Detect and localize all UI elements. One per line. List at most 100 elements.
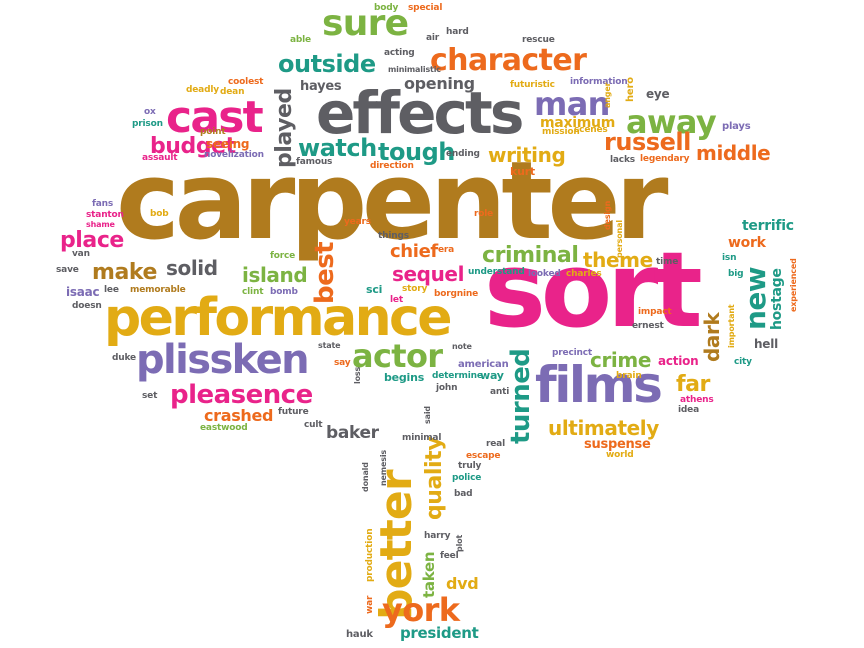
word-solid: solid [166,258,218,278]
word-isaac: isaac [66,286,99,298]
word-pleasence: pleasence [170,382,313,408]
word-important: important [728,304,736,348]
word-clint: clint [242,288,263,297]
word-real: real [486,440,505,449]
word-futuristic: futuristic [510,81,555,90]
word-john: john [436,384,457,393]
word-begins: begins [384,372,424,383]
word-shame: shame [86,221,115,229]
word-outside: outside [278,52,376,76]
word-athens: athens [680,396,714,405]
word-anti: anti [490,388,509,397]
word-world: world [606,451,634,460]
word-hayes: hayes [300,80,341,93]
word-chief: chief [390,243,438,261]
word-looked: looked [528,270,561,279]
word-hell: hell [754,338,778,350]
word-design: design [604,201,612,230]
word-body: body [374,4,398,13]
word-assault: assault [142,154,177,163]
word-lee: lee [104,286,119,295]
word-police: police [452,474,481,483]
word-way: way [480,370,504,381]
word-scenes: scenes [574,126,608,135]
word-character: character [430,46,586,76]
word-precinct: precinct [552,349,592,358]
word-ox: ox [144,108,156,117]
word-set: set [142,392,157,401]
word-middle: middle [696,143,770,163]
word-russell: russell [604,130,691,154]
word-plot: plot [456,535,464,552]
word-dvd: dvd [446,576,478,592]
word-nemesis: nemesis [380,450,388,486]
word-borgnine: borgnine [434,290,478,299]
word-action: action [658,355,698,367]
word-brain: brain [616,372,642,381]
word-eye: eye [646,88,669,100]
word-actor: actor [352,340,442,372]
word-seeing: seeing [206,138,249,150]
word-new: new [742,267,770,330]
word-bad: bad [454,490,472,499]
word-deadly: deadly [186,86,219,95]
word-stanton: stanton [86,211,124,220]
word-doesn: doesn [72,302,102,311]
word-lacks: lacks [610,156,635,165]
word-minimalistic: minimalistic [388,66,441,74]
word-able: able [290,36,311,45]
word-island: island [242,265,307,285]
word-big: big [728,270,743,279]
word-hauk: hauk [346,630,373,640]
word-loss: loss [354,367,362,384]
word-bob: bob [150,210,169,219]
word-acting: acting [384,49,415,58]
word-dean: dean [220,88,244,97]
word-direction: direction [370,162,414,171]
word-best: best [312,242,338,304]
word-novelization: novelization [204,151,264,160]
word-place: place [60,230,124,252]
word-make: make [92,262,157,284]
word-plissken: plissken [136,340,308,380]
word-van: van [72,250,90,259]
word-prison: prison [132,120,163,129]
word-era: era [438,246,454,255]
word-impact: impact [638,308,672,317]
word-feel: feel [440,552,459,561]
word-coolest: coolest [228,78,263,87]
word-air: air [426,34,439,43]
word-story: story [402,285,427,294]
word-dark: dark [702,313,722,362]
word-ultimately: ultimately [548,418,659,438]
word-criminal: criminal [482,245,578,267]
word-hard: hard [446,28,469,37]
word-york: york [382,594,459,626]
word-experienced: experienced [790,258,798,312]
word-eastwood: eastwood [200,424,248,433]
word-hostage: hostage [770,268,784,330]
word-escape: escape [466,452,500,461]
word-anger: anger [604,83,612,108]
word-rescue: rescue [522,36,555,45]
word-isn: isn [722,254,736,263]
word-let: let [390,296,403,305]
word-city: city [734,358,752,367]
word-state: state [318,342,340,350]
word-quality: quality [424,437,446,520]
word-ernest: ernest [632,322,664,331]
word-things: things [378,232,409,241]
word-president: president [400,626,478,641]
word-personal: personal [616,220,624,258]
word-understand: understand [468,268,525,277]
word-bomb: bomb [270,288,298,297]
word-crashed: crashed [204,408,273,424]
word-say: say [334,359,350,368]
word-played: played [274,88,296,168]
word-crime: crime [590,350,651,370]
word-determine: determine [432,372,483,381]
word-special: special [408,4,442,13]
word-time: time [656,258,678,267]
word-sequel: sequel [392,264,464,284]
